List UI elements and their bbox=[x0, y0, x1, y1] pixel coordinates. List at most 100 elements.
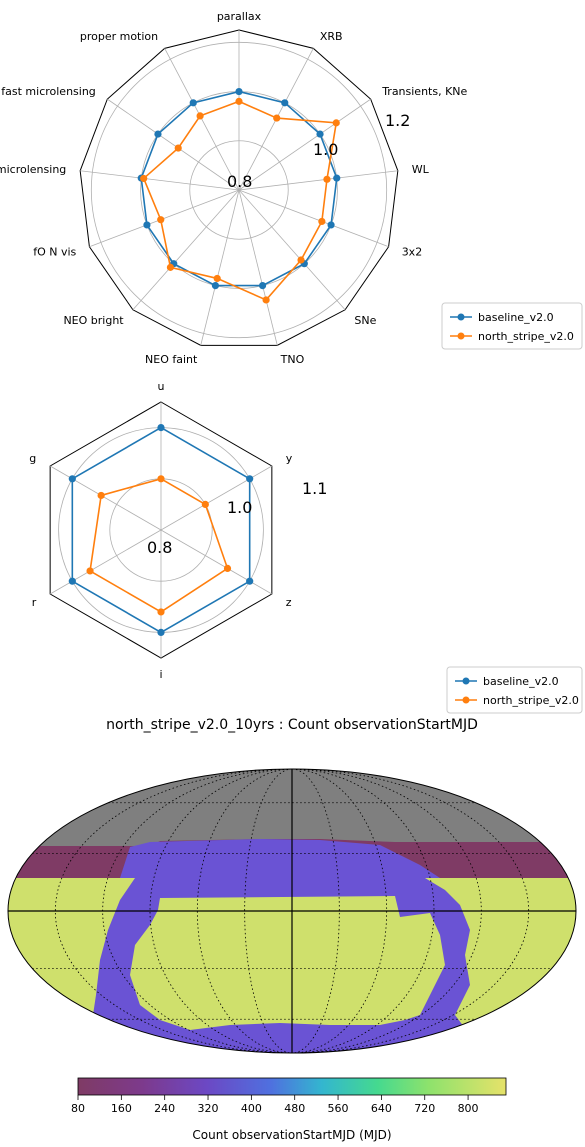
colorbar-tick-label-2: 240 bbox=[154, 1102, 175, 1115]
science-radar-axis-labels: parallax XRB Transients, KNe WL 3x2 SNe TNO NEO… bbox=[0, 10, 468, 366]
sky-map-projection bbox=[8, 769, 576, 1053]
axis-label-3: i bbox=[159, 668, 162, 681]
ring-value-label-1: 1.0 bbox=[313, 140, 338, 159]
series-point-0-5 bbox=[68, 475, 76, 483]
ring-value-label-2: 1.1 bbox=[302, 479, 327, 498]
sky-map-border bbox=[7, 768, 577, 1054]
colorbar-tick-label-8: 720 bbox=[414, 1102, 435, 1115]
ring-value-label-2: 1.2 bbox=[385, 111, 410, 130]
colorbar-tick-label-6: 560 bbox=[328, 1102, 349, 1115]
radar-spoke bbox=[80, 170, 240, 191]
radar-spoke bbox=[132, 189, 240, 311]
series-point-1-3 bbox=[323, 175, 331, 183]
radar-spoke bbox=[164, 48, 240, 191]
series-point-0-2 bbox=[316, 130, 324, 138]
axis-label-6: TNO bbox=[280, 353, 305, 366]
series-point-1-0 bbox=[157, 475, 165, 483]
sky-map-chart: north_stripe_v2.0_10yrs : Count observat… bbox=[7, 717, 577, 1142]
radar-spoke bbox=[49, 529, 162, 595]
radar-ring bbox=[90, 41, 388, 339]
graticule-meridian bbox=[291, 769, 530, 1053]
axis-label-10: slow microlensing bbox=[0, 163, 66, 176]
colorbar-tick-label-1: 160 bbox=[111, 1102, 132, 1115]
sky-map-title: north_stripe_v2.0_10yrs : Count observat… bbox=[106, 717, 478, 733]
axis-label-2: Transients, KNe bbox=[381, 85, 467, 98]
science-radar-chart: parallax XRB Transients, KNe WL 3x2 SNe TNO NEO… bbox=[0, 10, 583, 366]
filter-radar-grid bbox=[49, 401, 273, 659]
series-point-0-1 bbox=[246, 475, 254, 483]
radar-spoke bbox=[238, 189, 278, 346]
radar-spoke bbox=[238, 189, 389, 248]
colorbar-tick-label-4: 400 bbox=[241, 1102, 262, 1115]
legend-marker-baseline bbox=[462, 677, 470, 685]
graticule-meridian bbox=[196, 769, 293, 1053]
series-point-1-5 bbox=[97, 491, 105, 500]
series-point-1-4 bbox=[318, 217, 326, 226]
series-point-0-0 bbox=[157, 424, 165, 432]
science-radar-series bbox=[137, 87, 341, 304]
axis-label-3: WL bbox=[412, 163, 430, 176]
series-point-0-3 bbox=[157, 628, 165, 636]
legend-label-north-stripe: north_stripe_v2.0 bbox=[478, 330, 574, 343]
graticule-meridian bbox=[291, 769, 340, 1053]
axis-label-12: proper motion bbox=[80, 30, 158, 43]
series-point-0-2 bbox=[246, 577, 254, 585]
ring-value-label-0: 0.8 bbox=[227, 172, 252, 191]
axis-label-5: g bbox=[29, 452, 36, 465]
series-point-1-4 bbox=[86, 567, 94, 575]
series-point-0-11 bbox=[154, 130, 162, 138]
series-point-1-6 bbox=[262, 296, 270, 304]
radar-spoke bbox=[238, 98, 371, 191]
series-point-1-7 bbox=[213, 274, 221, 283]
radar-spoke bbox=[238, 170, 398, 191]
filter-radar-series bbox=[68, 424, 254, 636]
series-point-0-0 bbox=[235, 87, 243, 96]
filter-radar-axis-labels: u y z i r g bbox=[29, 380, 292, 681]
series-point-1-3 bbox=[157, 608, 165, 616]
radar-spoke bbox=[89, 189, 240, 248]
colorbar-tick-label-9: 800 bbox=[458, 1102, 479, 1115]
axis-label-11: fast microlensing bbox=[1, 85, 96, 98]
ring-value-label-0: 0.8 bbox=[147, 538, 172, 557]
series-point-1-0 bbox=[235, 97, 243, 105]
graticule-meridian bbox=[244, 769, 293, 1053]
ring-value-label-1: 1.0 bbox=[227, 498, 252, 517]
legend-label-north-stripe: north_stripe_v2.0 bbox=[483, 694, 579, 707]
series-point-1-8 bbox=[166, 263, 175, 271]
series-point-1-10 bbox=[140, 174, 148, 183]
series-point-1-11 bbox=[174, 144, 182, 152]
filter-radar-chart: u y z i r g 0.8 1.0 1.1 baseline_v2.0 north_str… bbox=[29, 380, 583, 714]
series-point-1-2 bbox=[332, 119, 340, 127]
axis-label-5: SNe bbox=[354, 314, 376, 327]
radar-spoke bbox=[107, 98, 240, 191]
axis-label-0: u bbox=[158, 380, 165, 393]
colorbar-tick-label-3: 320 bbox=[198, 1102, 219, 1115]
legend-label-baseline: baseline_v2.0 bbox=[478, 311, 554, 324]
series-point-0-4 bbox=[327, 221, 335, 229]
series-point-0-7 bbox=[211, 282, 220, 290]
colorbar-ticks: 80 160 240 320 400 480 560 640 720 800 bbox=[71, 1095, 479, 1115]
series-point-0-3 bbox=[333, 174, 341, 182]
series-point-0-6 bbox=[258, 282, 267, 290]
axis-label-1: y bbox=[286, 452, 293, 465]
radar-ring bbox=[189, 140, 289, 240]
graticule-meridian bbox=[291, 769, 388, 1053]
series-point-0-4 bbox=[68, 577, 76, 585]
radar-spoke bbox=[238, 189, 346, 311]
series-line-0 bbox=[140, 90, 338, 287]
filter-radar-ring-labels: 0.8 1.0 1.1 bbox=[147, 479, 327, 557]
legend-label-baseline: baseline_v2.0 bbox=[483, 675, 559, 688]
radar-spoke bbox=[49, 465, 162, 531]
colorbar-tick-label-5: 480 bbox=[284, 1102, 305, 1115]
series-point-0-12 bbox=[189, 99, 197, 107]
series-point-0-1 bbox=[281, 99, 289, 107]
axis-label-2: z bbox=[286, 596, 292, 609]
series-point-1-1 bbox=[201, 500, 209, 508]
axis-label-4: r bbox=[32, 596, 37, 609]
axis-label-0: parallax bbox=[217, 10, 262, 23]
science-radar-legend: baseline_v2.0 north_stripe_v2.0 bbox=[441, 302, 583, 350]
series-point-1-1 bbox=[273, 114, 281, 122]
series-point-1-12 bbox=[196, 112, 204, 120]
axis-label-9: fO N vis bbox=[33, 246, 76, 259]
legend-marker-north-stripe bbox=[462, 696, 470, 704]
